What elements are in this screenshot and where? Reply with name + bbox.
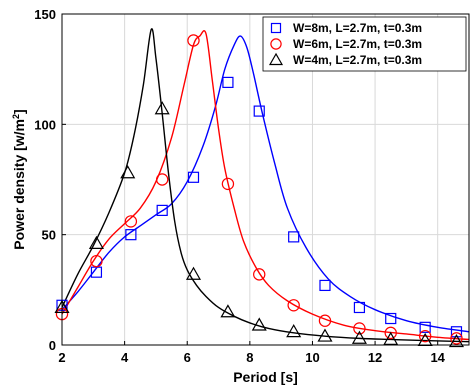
series-2-marker (287, 299, 300, 312)
series-3-marker (383, 331, 399, 345)
y-axis-label: Power density [w/m2] (11, 109, 27, 249)
legend-label-1: W=8m, L=2.7m, t=0.3m (293, 21, 422, 35)
x-tick-label: 14 (430, 350, 445, 365)
series-2-marker (318, 314, 332, 327)
series-3-marker (88, 235, 104, 249)
series-curves (61, 28, 470, 343)
series-markers (54, 34, 465, 348)
y-axis-label-main: Power density [w/m (11, 119, 27, 250)
y-tick-label: 150 (34, 7, 56, 22)
series-3-marker (286, 324, 302, 338)
series-3-marker (185, 266, 202, 280)
series-1-marker (450, 326, 463, 338)
series-2-marker (384, 326, 397, 340)
legend-box (262, 16, 467, 72)
legend-marker-1 (270, 22, 282, 34)
series-1-marker (253, 105, 265, 117)
series-1-marker (156, 204, 168, 216)
legend-label-3: W=4m, L=2.7m, t=0.3m (293, 53, 422, 67)
series-3-marker (154, 101, 170, 115)
series-1-marker (288, 231, 300, 243)
series-2-marker (418, 329, 432, 343)
series-1-marker (353, 301, 366, 314)
series-2-marker (124, 215, 138, 228)
series-2-marker (450, 332, 463, 345)
y-tick-label: 0 (49, 338, 56, 353)
series-2-marker (90, 254, 103, 268)
tick-labels: 2 4 6 8 10 12 14 0 50 100 150 (34, 7, 445, 365)
x-tick-label: 2 (58, 350, 65, 365)
x-tick-label: 12 (368, 350, 382, 365)
y-tick-label: 50 (42, 228, 56, 243)
series-2-marker (253, 268, 266, 281)
series-3-marker (448, 333, 465, 348)
series-1-marker (187, 171, 200, 183)
series-1-marker (125, 229, 137, 241)
series-3-marker (351, 330, 367, 344)
x-tick-label: 6 (184, 350, 191, 365)
series-3-marker (251, 317, 267, 331)
x-tick-label: 4 (121, 350, 129, 365)
series-1-marker (319, 279, 331, 292)
plot-frame (61, 13, 470, 346)
y-axis-label-sup: 2 (11, 114, 21, 119)
legend-marker-2 (270, 38, 282, 50)
series-1-marker (385, 312, 397, 325)
series-curve-3 (61, 28, 470, 343)
series-3-marker (120, 165, 136, 179)
legend-marker-3 (268, 52, 284, 66)
x-axis-label: Period [s] (233, 369, 298, 385)
series-2-marker (155, 173, 169, 186)
legend: W=8m, L=2.7m, t=0.3m W=6m, L=2.7m, t=0.3m… (262, 16, 467, 72)
series-2-marker (221, 177, 235, 191)
series-1-marker (419, 321, 431, 333)
y-tick-label: 100 (34, 117, 56, 132)
series-curve-2 (61, 30, 470, 341)
series-3-marker (220, 304, 236, 318)
series-3-marker (317, 328, 333, 342)
y-axis-label-end: ] (11, 109, 27, 114)
x-tick-label: 8 (246, 350, 253, 365)
series-curve-1 (61, 35, 470, 333)
series-2-marker (353, 322, 366, 335)
series-2-marker (187, 34, 200, 47)
series-1-marker (222, 76, 234, 89)
legend-label-2: W=6m, L=2.7m, t=0.3m (293, 37, 422, 51)
x-tick-label: 10 (305, 350, 319, 365)
